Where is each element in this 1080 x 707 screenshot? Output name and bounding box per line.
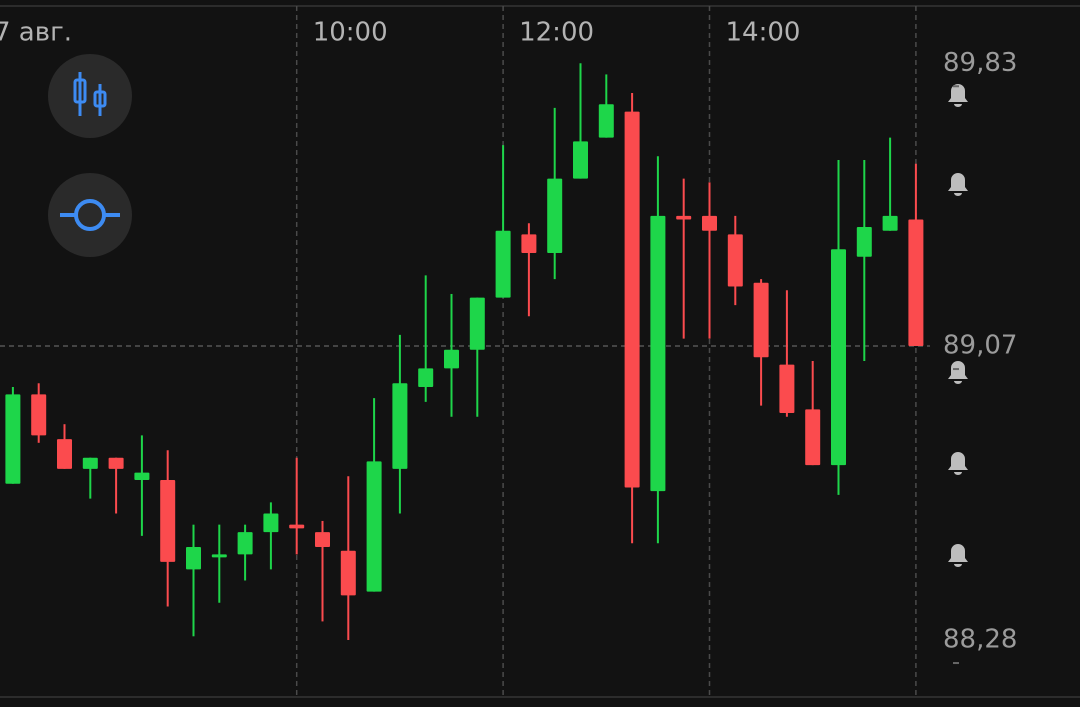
candle-body <box>779 364 795 414</box>
x-tick-label: 14:00 <box>726 18 801 48</box>
candle-body <box>160 480 176 562</box>
candle-body <box>805 409 821 466</box>
x-tick-label: 10:00 <box>313 18 388 48</box>
bell-icon[interactable] <box>948 361 968 384</box>
candle-body <box>444 349 459 369</box>
candle-body <box>340 550 356 596</box>
y-tick-label: 88,28 <box>943 625 1017 655</box>
candle-body <box>237 532 253 555</box>
y-tick-label: 89,07 <box>943 331 1017 361</box>
candle-body <box>211 554 227 558</box>
candle-body <box>831 249 846 466</box>
candle-body <box>31 394 47 436</box>
x-tick-label: 7 авг. <box>0 18 72 48</box>
candle-body <box>495 230 511 298</box>
candle-body <box>315 532 330 547</box>
candle-body <box>702 215 717 231</box>
candle-body <box>263 513 279 533</box>
y-tick-label: 89,83 <box>943 48 1017 78</box>
candle-body <box>676 215 692 220</box>
candle-body <box>469 297 485 350</box>
candle-body <box>186 546 201 570</box>
candle-tool-button[interactable] <box>48 54 132 138</box>
crosshair-button[interactable] <box>48 173 132 257</box>
candle-body <box>5 394 21 484</box>
candle-body <box>392 383 408 469</box>
x-tick-label: 12:00 <box>519 18 594 48</box>
candle-body <box>521 234 537 254</box>
candle-body <box>624 111 640 488</box>
candle-body <box>856 226 872 257</box>
candle-body <box>573 141 588 179</box>
candle-body <box>108 457 124 469</box>
candle-body <box>598 104 614 138</box>
candle-body <box>908 219 924 347</box>
bell-icon[interactable] <box>948 452 968 475</box>
candle-body <box>57 439 72 469</box>
candle-body <box>289 524 305 529</box>
candle-body <box>547 178 563 254</box>
bell-icon[interactable] <box>948 84 968 107</box>
candle-body <box>82 457 98 469</box>
candle-body <box>650 215 666 492</box>
candle-body <box>727 234 743 287</box>
candle-body <box>882 215 898 231</box>
bell-icon[interactable] <box>948 173 968 196</box>
alert-bells <box>948 84 968 567</box>
candle-body <box>753 282 769 358</box>
candle-body <box>366 461 382 592</box>
candle-body <box>134 472 150 481</box>
candle-body <box>418 368 434 387</box>
bell-icon[interactable] <box>948 544 968 567</box>
